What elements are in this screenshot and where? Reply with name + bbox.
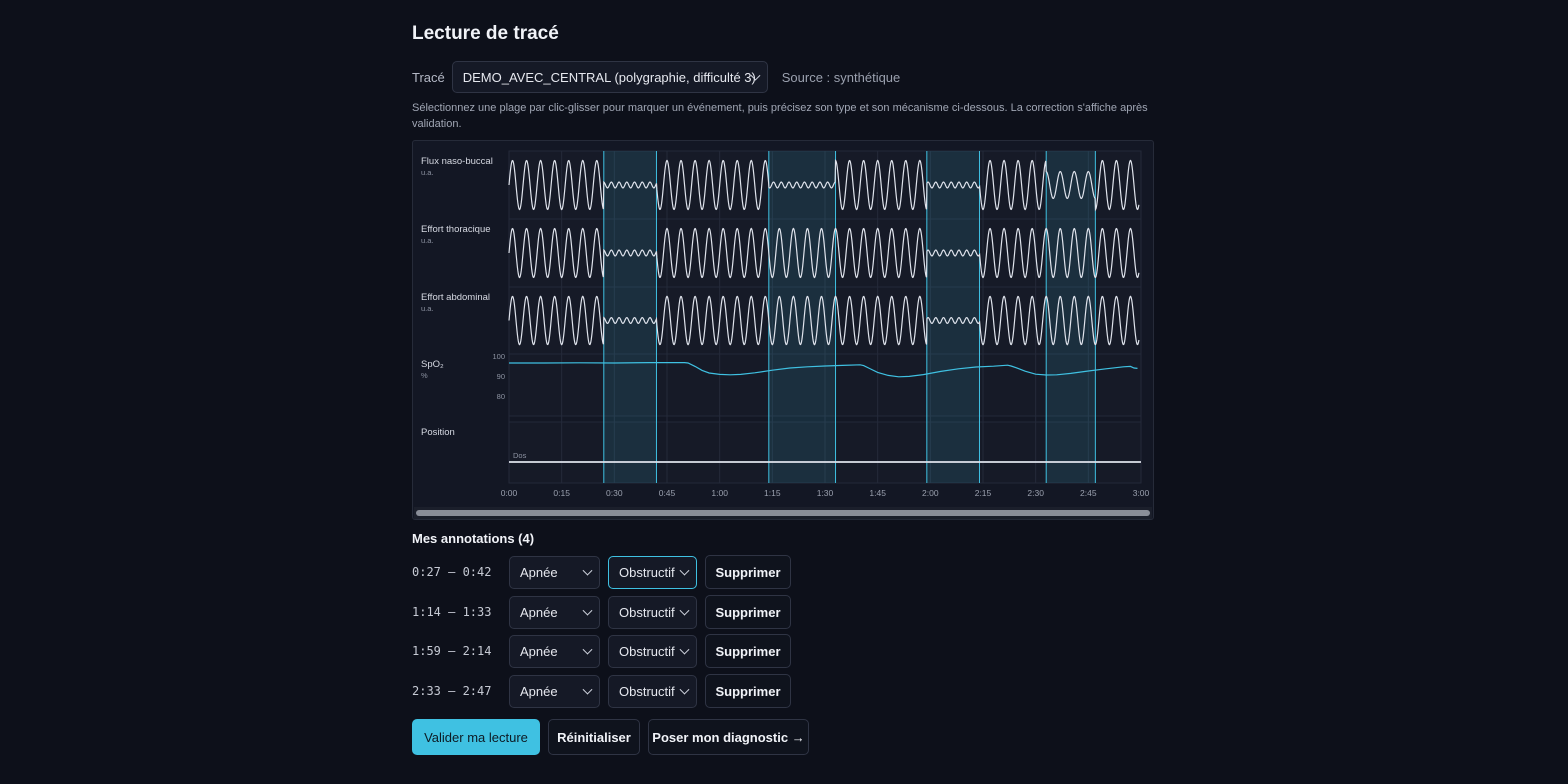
annotation-range: 1:14 – 1:33 (412, 605, 492, 619)
mechanism-select[interactable]: Obstructif (608, 674, 697, 708)
chevron-down-icon (582, 565, 593, 576)
trace-label: Tracé (412, 69, 445, 85)
x-tick-label: 0:30 (606, 488, 623, 498)
validate-reading-button[interactable]: Valider ma lecture (412, 719, 540, 755)
delete-annotation-button[interactable]: Supprimer (705, 555, 791, 589)
mechanism-value: Obstructif (619, 643, 675, 659)
x-tick-label: 2:30 (1027, 488, 1044, 498)
trace-select-value: DEMO_AVEC_CENTRAL (polygraphie, difficul… (462, 69, 756, 85)
chevron-down-icon (679, 644, 690, 655)
x-tick-label: 1:30 (817, 488, 834, 498)
annotation-row: 1:14 – 1:33 Apnée Obstructif Supprimer (412, 595, 791, 629)
x-tick-label: 0:15 (553, 488, 570, 498)
x-tick-label: 0:00 (501, 488, 518, 498)
chevron-down-icon (582, 644, 593, 655)
action-bar: Valider ma lecture Réinitialiser Poser m… (412, 719, 817, 755)
x-tick-label: 2:00 (922, 488, 939, 498)
chart-scrollbar-thumb[interactable] (416, 510, 1150, 516)
event-region (603, 151, 657, 483)
annotation-row: 2:33 – 2:47 Apnée Obstructif Supprimer (412, 674, 791, 708)
mechanism-value: Obstructif (619, 683, 675, 699)
channel-unit: u.a. (421, 168, 434, 177)
event-type-value: Apnée (520, 643, 558, 659)
annotation-row: 0:27 – 0:42 Apnée Obstructif Supprimer (412, 555, 791, 589)
annotations-title: Mes annotations (4) (412, 531, 535, 546)
channel-label: SpO₂ (421, 359, 444, 370)
channel-label: Position (421, 427, 455, 438)
channel-unit: % (421, 371, 428, 380)
chevron-down-icon (679, 605, 690, 616)
event-region (926, 151, 980, 483)
chart-scrollbar[interactable] (414, 507, 1152, 519)
diagnose-button[interactable]: Poser mon diagnostic → (648, 719, 809, 755)
chevron-down-icon (679, 684, 690, 695)
spo2-tick-label: 100 (492, 352, 505, 361)
channel-label: Effort thoracique (421, 224, 491, 235)
event-type-value: Apnée (520, 564, 558, 580)
reset-button[interactable]: Réinitialiser (548, 719, 640, 755)
x-tick-label: 1:15 (764, 488, 781, 498)
waveform-1 (508, 227, 1140, 279)
x-tick-label: 2:45 (1080, 488, 1097, 498)
event-region (768, 151, 836, 483)
annotation-range: 0:27 – 0:42 (412, 565, 492, 579)
chevron-down-icon (582, 684, 593, 695)
instructions-text: Sélectionnez une plage par clic-glisser … (412, 102, 1148, 130)
polygraphy-chart[interactable]: Flux naso-buccal u.a. Effort thoracique u.a… (412, 140, 1154, 520)
waveform-2 (508, 295, 1140, 346)
event-type-select[interactable]: Apnée (509, 674, 600, 708)
delete-annotation-button[interactable]: Supprimer (705, 634, 791, 668)
spo2-tick-label: 90 (497, 372, 505, 381)
spo2-line (509, 362, 1138, 378)
x-tick-label: 1:45 (869, 488, 886, 498)
mechanism-select[interactable]: Obstructif (608, 634, 697, 668)
x-tick-label: 1:00 (711, 488, 728, 498)
mechanism-value: Obstructif (619, 604, 675, 620)
mechanism-select[interactable]: Obstructif (608, 555, 697, 589)
event-type-select[interactable]: Apnée (509, 634, 600, 668)
delete-annotation-button[interactable]: Supprimer (705, 674, 791, 708)
x-tick-label: 2:15 (975, 488, 992, 498)
annotation-row: 1:59 – 2:14 Apnée Obstructif Supprimer (412, 634, 791, 668)
chevron-down-icon (679, 565, 690, 576)
event-type-select[interactable]: Apnée (509, 595, 600, 629)
channel-label: Effort abdominal (421, 292, 490, 303)
annotation-range: 2:33 – 2:47 (412, 684, 492, 698)
waveform-0 (508, 159, 1140, 212)
event-type-value: Apnée (520, 683, 558, 699)
trace-select[interactable]: DEMO_AVEC_CENTRAL (polygraphie, difficul… (451, 61, 768, 93)
event-type-value: Apnée (520, 604, 558, 620)
trace-selector-row: Tracé DEMO_AVEC_CENTRAL (polygraphie, di… (412, 61, 900, 93)
page-title: Lecture de tracé (412, 23, 559, 44)
x-tick-label: 0:45 (659, 488, 676, 498)
channel-unit: u.a. (421, 304, 434, 313)
channel-unit: u.a. (421, 236, 434, 245)
mechanism-value: Obstructif (619, 564, 675, 580)
spo2-tick-label: 80 (497, 392, 505, 401)
channel-label: Flux naso-buccal (421, 156, 493, 167)
annotation-range: 1:59 – 2:14 (412, 644, 492, 658)
source-label: Source : synthétique (781, 69, 901, 85)
chevron-down-icon (582, 605, 593, 616)
position-value-label: Dos (513, 451, 527, 460)
delete-annotation-button[interactable]: Supprimer (705, 595, 791, 629)
x-tick-label: 3:00 (1133, 488, 1150, 498)
event-type-select[interactable]: Apnée (509, 555, 600, 589)
mechanism-select[interactable]: Obstructif (608, 595, 697, 629)
